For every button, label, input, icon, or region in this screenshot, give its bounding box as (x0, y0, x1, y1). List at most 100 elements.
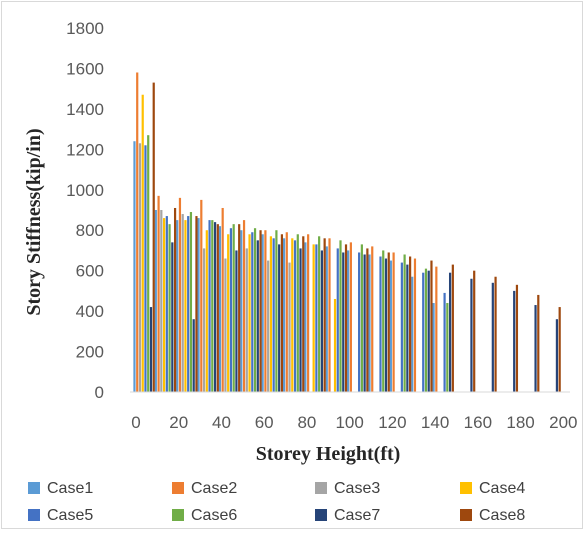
bar-case2 (136, 72, 139, 393)
legend-label-case1: Case1 (47, 480, 93, 497)
bar-case1 (347, 250, 350, 392)
x-tick-label: 180 (506, 413, 534, 432)
bar-case1 (197, 218, 200, 392)
bar-case5 (336, 248, 339, 392)
legend-label-case8: Case8 (479, 507, 525, 524)
legend-swatch-case8 (460, 509, 472, 521)
bar-case8 (451, 264, 454, 392)
y-axis-title: Story Stiffness(kip/in) (23, 128, 45, 315)
bar-case8 (152, 82, 155, 392)
bar-case1 (218, 226, 222, 392)
legend-swatch-case2 (172, 482, 184, 494)
bar-case6 (446, 303, 449, 392)
legend-swatch-case5 (28, 509, 40, 521)
bar-case7 (534, 305, 537, 392)
bar-case2 (349, 242, 352, 392)
bar-case6 (424, 268, 428, 392)
bar-case1 (304, 242, 307, 392)
legend-label-case2: Case2 (191, 480, 237, 497)
bar-case6 (211, 220, 214, 392)
legend-label-case4: Case4 (479, 480, 525, 497)
bar-case8 (259, 230, 262, 392)
bar-case7 (513, 290, 516, 392)
bar-case6 (382, 250, 385, 392)
bar-case7 (384, 258, 388, 392)
bar-case8 (430, 260, 433, 392)
bar-case8 (173, 207, 177, 392)
bar-case7 (171, 242, 174, 392)
bar-case8 (366, 248, 369, 392)
bar-case7 (149, 307, 153, 392)
bar-case1 (133, 141, 136, 392)
y-tick-label: 400 (76, 302, 104, 321)
legend-label-case7: Case7 (334, 507, 380, 524)
bar-case2 (371, 246, 374, 392)
legend-label-case3: Case3 (334, 480, 380, 497)
bar-case2 (307, 234, 310, 392)
y-tick-label: 600 (76, 262, 104, 281)
bar-case3 (138, 143, 142, 392)
legend-swatch-case7 (315, 509, 327, 521)
x-tick-label: 40 (212, 413, 231, 432)
bar-case7 (213, 222, 217, 392)
x-tick-label: 200 (549, 413, 577, 432)
x-tick-label: 60 (255, 413, 274, 432)
bar-case4 (162, 218, 166, 392)
bar-case6 (275, 230, 278, 392)
bar-case3 (288, 262, 291, 392)
bar-case7 (427, 270, 430, 392)
bar-case2 (413, 258, 417, 392)
bar-case2 (157, 195, 160, 392)
bar-case6 (296, 234, 299, 392)
x-tick-labels: 0 20 40 60 80 100 120 140 160 180 200 (131, 413, 577, 432)
bar-case5 (379, 256, 382, 392)
bar-case6 (147, 135, 150, 392)
bar-case1 (282, 238, 286, 392)
bar-case4 (333, 298, 337, 392)
x-tick-label: 0 (131, 413, 140, 432)
bar-case7 (448, 272, 452, 392)
bar-case1 (176, 220, 179, 392)
legend-swatch-case4 (460, 482, 472, 494)
bar-case6 (339, 240, 342, 392)
bar-case8 (238, 224, 241, 392)
bar-case3 (202, 248, 206, 392)
legend-label-case5: Case5 (47, 507, 93, 524)
bar-case8 (280, 234, 284, 392)
bar-case5 (208, 220, 211, 392)
y-tick-label: 1000 (66, 181, 104, 200)
bar-case7 (299, 248, 302, 392)
bar-case3 (245, 248, 248, 392)
bar-case2 (221, 207, 224, 392)
bar-case3 (181, 214, 184, 392)
bar-case6 (189, 212, 193, 392)
y-tick-labels: 0 200 400 600 800 1000 1200 1400 1600 1800 (66, 19, 104, 402)
bar-case5 (443, 292, 446, 392)
bar-case1 (325, 246, 328, 392)
bar-case8 (473, 270, 476, 392)
x-tick-label: 120 (378, 413, 406, 432)
bar-case6 (318, 236, 321, 392)
bar-case4 (312, 244, 315, 392)
bar-case4 (291, 238, 294, 392)
legend-swatch-case3 (315, 482, 327, 494)
bar-case4 (227, 234, 230, 392)
bar-case8 (387, 252, 390, 392)
bar-case5 (400, 262, 403, 392)
bar-case2 (242, 220, 246, 392)
bar-case8 (558, 307, 561, 392)
bar-case2 (200, 199, 203, 392)
bar-case6 (168, 224, 171, 392)
bar-case8 (515, 284, 519, 392)
y-tick-label: 800 (76, 221, 104, 240)
bar-case5 (144, 145, 147, 392)
bar-case4 (141, 94, 144, 392)
bar-case7 (192, 319, 195, 392)
bar-case1 (154, 210, 157, 392)
bar-case7 (555, 319, 559, 392)
bar-case7 (278, 244, 281, 392)
y-tick-label: 1200 (66, 140, 104, 159)
bar-case8 (494, 276, 497, 392)
legend-swatch-case6 (172, 509, 184, 521)
